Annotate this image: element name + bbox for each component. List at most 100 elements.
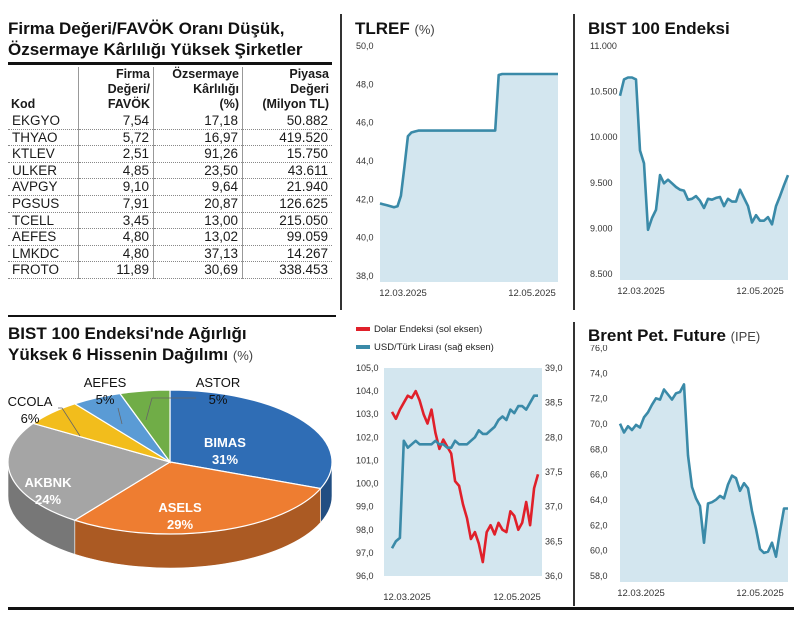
table-cell-pd: 99.059 (242, 228, 332, 246)
table-cell-fd: 7,91 (78, 195, 154, 213)
table-cell-fd: 11,89 (78, 261, 154, 279)
bist100-title: BIST 100 Endeksi (588, 18, 730, 39)
y-tick-label-left: 99,0 (356, 502, 374, 512)
pie-label: CCOLA (8, 394, 53, 409)
y-tick-label: 8.500 (590, 269, 613, 279)
table-cell-pd: 14.267 (242, 245, 332, 263)
divider (573, 322, 575, 606)
pie-title: BIST 100 Endeksi'nde Ağırlığı Yüksek 6 H… (8, 323, 253, 366)
table-row: AVPGY 9,10 9,64 21.940 (8, 178, 332, 196)
table-cell-kod: THYAO (8, 129, 79, 147)
table-row: TCELL 3,45 13,00 215.050 (8, 212, 332, 230)
y-tick-label: 11.000 (590, 41, 617, 51)
brent-title: Brent Pet. Future (IPE) (588, 325, 760, 347)
legend-label: Dolar Endeksi (sol eksen) (374, 324, 482, 335)
table-cell-kod: KTLEV (8, 145, 79, 163)
bottom-rule (8, 607, 794, 610)
table-cell-oz: 9,64 (153, 178, 243, 196)
dolar-usd-chart: Dolar Endeksi (sol eksen) USD/Türk Lirası… (356, 324, 563, 603)
table-cell-kod: PGSUS (8, 195, 79, 213)
divider (340, 14, 342, 310)
pie-value: 5% (209, 392, 228, 407)
series-line (390, 394, 538, 549)
y-tick-label: 50,0 (356, 41, 374, 51)
divider (573, 14, 575, 310)
x-tick-label: 12.05.2025 (493, 592, 541, 603)
y-tick-label: 62,0 (590, 520, 608, 530)
pie-label: AKBNK (25, 475, 73, 490)
pie-title-line2: Yüksek 6 Hissenin Dağılımı (%) (8, 345, 254, 364)
series-line (618, 383, 788, 558)
pie-chart: BIMAS 31% ASELS 29% AKBNK 24% CCOLA 6% AEFES 5% AS… (7, 375, 333, 569)
table-cell-kod: EKGYO (8, 113, 79, 130)
x-tick-label: 12.03.2025 (379, 288, 427, 299)
y-tick-label-right: 28,0 (545, 432, 563, 442)
table-cell-oz: 20,87 (153, 195, 243, 213)
y-tick-label: 72,0 (590, 394, 608, 404)
series-area (380, 74, 558, 282)
plot-area (384, 368, 542, 576)
y-tick-label: 66,0 (590, 470, 608, 480)
pie-value: 31% (212, 452, 238, 467)
x-tick-label: 12.03.2025 (617, 588, 665, 599)
leader-line (117, 407, 123, 425)
y-tick-label: 60,0 (590, 546, 608, 556)
y-tick-label: 70,0 (590, 419, 608, 429)
tlref-title-text: TLREF (355, 19, 410, 38)
y-tick-label: 48,0 (356, 79, 374, 89)
y-tick-label-right: 36,0 (545, 571, 563, 581)
y-tick-label: 38,0 (356, 271, 374, 281)
y-tick-label: 9.500 (590, 178, 613, 188)
table-cell-pd: 50.882 (242, 113, 332, 130)
y-tick-label: 76,0 (590, 345, 608, 353)
y-tick-label-left: 100,0 (356, 479, 379, 489)
table-cell-fd: 4,85 (78, 162, 154, 180)
table-cell-oz: 13,00 (153, 212, 243, 230)
table-cell-fd: 9,10 (78, 178, 154, 196)
y-tick-label-right: 38,5 (545, 398, 563, 408)
y-tick-label-right: 37,5 (545, 467, 563, 477)
table-cell-oz: 30,69 (153, 261, 243, 279)
table-cell-pd: 419.520 (242, 129, 332, 147)
table-cell-oz: 17,18 (153, 113, 243, 130)
pie-value: 29% (167, 517, 193, 532)
pie-label: ASELS (158, 500, 202, 515)
pie-slice-astor (118, 389, 171, 464)
x-tick-label: 12.05.2025 (508, 288, 556, 299)
y-tick-label-left: 103,0 (356, 409, 379, 419)
table-cell-kod: TCELL (8, 212, 79, 230)
y-tick-label: 64,0 (590, 495, 608, 505)
firm-table-title-line1: Firma Değeri/FAVÖK Oranı Düşük, (8, 19, 285, 38)
table-cell-kod: ULKER (8, 162, 79, 180)
x-tick-label: 12.03.2025 (617, 286, 665, 297)
table-cell-kod: AVPGY (8, 178, 79, 196)
pie-value: 24% (35, 492, 61, 507)
table-row: AEFES 4,80 13,02 99.059 (8, 228, 332, 246)
table-cell-kod: FROTO (8, 261, 79, 279)
table-cell-oz: 91,26 (153, 145, 243, 163)
pie-label: BIMAS (204, 435, 246, 450)
pie-value: 5% (96, 392, 115, 407)
table-cell-fd: 4,80 (78, 245, 154, 263)
tlref-title: TLREF (%) (355, 18, 435, 40)
table-cell-pd: 43.611 (242, 162, 332, 180)
table-cell-fd: 5,72 (78, 129, 154, 147)
col-kod: Kod (11, 97, 36, 111)
table-cell-pd: 126.625 (242, 195, 332, 213)
y-tick-label-left: 105,0 (356, 363, 379, 373)
y-tick-label: 40,0 (356, 233, 374, 243)
x-tick-label: 12.03.2025 (383, 592, 431, 603)
section-rule (8, 315, 336, 317)
table-row: EKGYO 7,54 17,18 50.882 (8, 113, 332, 130)
y-tick-label: 46,0 (356, 118, 374, 128)
table-row: LMKDC 4,80 37,13 14.267 (8, 245, 332, 263)
table-cell-pd: 338.453 (242, 261, 332, 279)
brent-title-text: Brent Pet. Future (588, 326, 726, 345)
table-header-row: Kod Firma Değeri/ FAVÖK Özsermaye Kârlıl… (8, 67, 332, 113)
y-tick-label: 42,0 (356, 194, 374, 204)
tlref-unit: (%) (414, 22, 435, 37)
table-cell-fd: 4,80 (78, 228, 154, 246)
bist100-title-text: BIST 100 Endeksi (588, 19, 730, 38)
firm-table: Kod Firma Değeri/ FAVÖK Özsermaye Kârlıl… (8, 67, 332, 279)
leader-line (58, 407, 81, 437)
